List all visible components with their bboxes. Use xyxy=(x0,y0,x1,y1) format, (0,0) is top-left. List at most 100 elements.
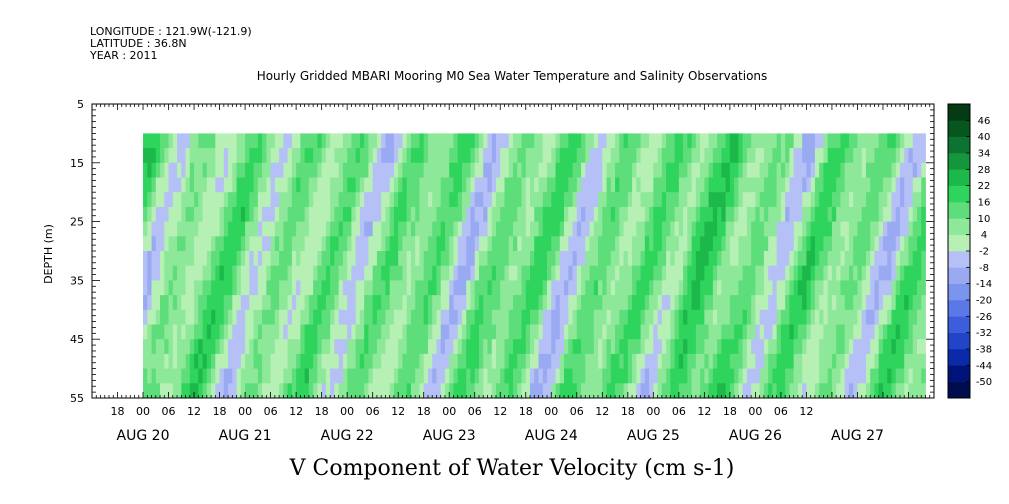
heatmap-cell xyxy=(789,162,795,178)
heatmap-cell xyxy=(198,148,203,164)
heatmap-cell xyxy=(364,148,369,164)
heatmap-cell xyxy=(559,133,565,149)
heatmap-cell xyxy=(572,236,578,252)
heatmap-cell xyxy=(262,265,267,281)
heatmap-cell xyxy=(581,280,586,296)
heatmap-cell xyxy=(419,148,425,164)
heatmap-cell xyxy=(912,251,918,267)
heatmap-cell xyxy=(338,295,344,311)
heatmap-cell xyxy=(908,368,914,384)
heatmap-cell xyxy=(304,339,310,355)
heatmap-cell xyxy=(755,162,761,178)
heatmap-cell xyxy=(717,309,722,325)
heatmap-cell xyxy=(427,236,433,252)
heatmap-cell xyxy=(444,324,450,340)
heatmap-cell xyxy=(755,148,761,164)
heatmap-cell xyxy=(653,324,658,340)
heatmap-cell xyxy=(304,309,310,325)
heatmap-cell xyxy=(657,251,663,267)
heatmap-cell xyxy=(296,339,301,355)
heatmap-cell xyxy=(483,339,488,355)
heatmap-cell xyxy=(487,162,493,178)
heatmap-cell xyxy=(653,339,658,355)
heatmap-cell xyxy=(666,383,671,399)
heatmap-cell xyxy=(653,206,658,222)
heatmap-cell xyxy=(245,339,250,355)
heatmap-cell xyxy=(844,368,850,384)
heatmap-cell xyxy=(338,236,344,252)
heatmap-cell xyxy=(887,280,892,296)
heatmap-cell xyxy=(436,309,442,325)
heatmap-cell xyxy=(602,339,607,355)
heatmap-cell xyxy=(623,192,629,208)
heatmap-cell xyxy=(759,177,765,193)
heatmap-cell xyxy=(806,133,812,149)
heatmap-cell xyxy=(768,324,773,340)
heatmap-cell xyxy=(398,265,403,281)
heatmap-cell xyxy=(500,251,505,267)
heatmap-cell xyxy=(406,324,412,340)
heatmap-cell xyxy=(474,280,480,296)
heatmap-cell xyxy=(419,324,425,340)
heatmap-cell xyxy=(861,236,867,252)
heatmap-cell xyxy=(831,383,837,399)
heatmap-cell xyxy=(538,309,544,325)
heatmap-cell xyxy=(619,339,624,355)
heatmap-cell xyxy=(381,324,386,340)
heatmap-cell xyxy=(487,265,493,281)
heatmap-cell xyxy=(474,324,480,340)
heatmap-cell xyxy=(576,133,582,149)
heatmap-cell xyxy=(721,339,727,355)
heatmap-cell xyxy=(891,383,897,399)
heatmap-cell xyxy=(206,177,212,193)
heatmap-cell xyxy=(402,177,408,193)
heatmap-cell xyxy=(687,265,692,281)
heatmap-cell xyxy=(721,265,727,281)
heatmap-cell xyxy=(763,324,769,340)
heatmap-cell xyxy=(695,192,701,208)
heatmap-cell xyxy=(661,133,667,149)
heatmap-cell xyxy=(342,177,348,193)
heatmap-cell xyxy=(534,206,539,222)
heatmap-cell xyxy=(721,236,727,252)
heatmap-cell xyxy=(581,177,586,193)
heatmap-cell xyxy=(274,280,280,296)
heatmap-cell xyxy=(181,309,186,325)
heatmap-cell xyxy=(674,148,680,164)
heatmap-cell xyxy=(398,368,403,384)
heatmap-cell xyxy=(168,368,174,384)
heatmap-cell xyxy=(683,295,688,311)
heatmap-cell xyxy=(160,221,165,237)
heatmap-cell xyxy=(457,177,463,193)
heatmap-cell xyxy=(555,251,561,267)
heatmap-cell xyxy=(831,295,837,311)
heatmap-cell xyxy=(270,324,276,340)
heatmap-cell xyxy=(211,236,216,252)
heatmap-cell xyxy=(406,162,412,178)
heatmap-cell xyxy=(636,368,641,384)
heatmap-cell xyxy=(895,280,901,296)
heatmap-cell xyxy=(393,192,399,208)
heatmap-cell xyxy=(534,162,539,178)
heatmap-cell xyxy=(691,206,697,222)
heatmap-cell xyxy=(653,280,658,296)
heatmap-cell xyxy=(627,324,633,340)
heatmap-cell xyxy=(198,251,203,267)
heatmap-cell xyxy=(185,265,191,281)
heatmap-cell xyxy=(393,177,399,193)
heatmap-cell xyxy=(194,221,199,237)
heatmap-cell xyxy=(581,162,586,178)
heatmap-cell xyxy=(700,383,705,399)
heatmap-cell xyxy=(491,368,497,384)
heatmap-cell xyxy=(848,295,854,311)
heatmap-cell xyxy=(636,324,641,340)
heatmap-cell xyxy=(410,133,416,149)
heatmap-cell xyxy=(857,324,863,340)
heatmap-cell xyxy=(806,206,812,222)
heatmap-cell xyxy=(708,339,714,355)
heatmap-cell xyxy=(262,353,267,369)
heatmap-cell xyxy=(160,353,165,369)
heatmap-cell xyxy=(891,324,897,340)
heatmap-cell xyxy=(474,177,480,193)
heatmap-cell xyxy=(661,206,667,222)
